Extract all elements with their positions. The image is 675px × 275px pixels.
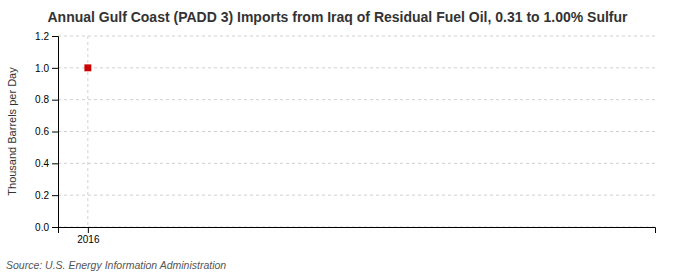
tick-label: 1.0 [35, 63, 49, 74]
grid-line [58, 195, 655, 196]
tick-mark [52, 36, 58, 37]
chart: 2016 0.0 0.2 0.4 0.6 0.8 1.0 1.2 Annual Gulf Coa… [0, 0, 675, 275]
x-axis: 2016 [59, 227, 656, 245]
tick: 2016 [77, 227, 100, 245]
tick-mark [52, 100, 58, 101]
tick-label: 0.4 [35, 158, 49, 169]
tick-mark [88, 227, 89, 233]
tick-mark [52, 68, 58, 69]
grid-line [58, 67, 655, 68]
tick-mark [52, 195, 58, 196]
grid-line [58, 36, 655, 37]
grid-line [58, 131, 655, 132]
tick-mark [52, 163, 58, 164]
tick: 0.8 [35, 94, 58, 105]
tick: 1.2 [35, 31, 58, 42]
annotation: Source: U.S. Energy Information Administ… [6, 259, 226, 271]
tick-label: 1.2 [35, 31, 49, 42]
tick-label: 0.0 [35, 222, 49, 233]
grid-line [58, 99, 655, 100]
tick: 0.2 [35, 190, 58, 201]
tick: 0.4 [35, 158, 58, 169]
y-axis-title: Thousand Barrels per Day [6, 67, 18, 196]
marks [84, 64, 91, 71]
y-axis: 0.0 0.2 0.4 0.6 0.8 1.0 1.2 [35, 31, 58, 233]
tick: 1.0 [35, 63, 58, 74]
tick-label: 0.2 [35, 190, 49, 201]
grid-line [58, 163, 655, 164]
plot-area: 2016 0.0 0.2 0.4 0.6 0.8 1.0 1.2 [35, 31, 655, 245]
tick-label: 0.8 [35, 94, 49, 105]
title: Annual Gulf Coast (PADD 3) Imports from … [47, 9, 628, 25]
point [84, 64, 91, 71]
tick: 0.6 [35, 126, 58, 137]
tick-label: 0.6 [35, 126, 49, 137]
tick: 0.0 [35, 222, 58, 233]
tick-mark [52, 227, 58, 228]
tick-label: 2016 [77, 234, 100, 245]
grid [58, 36, 655, 227]
axis-line [52, 37, 59, 228]
tick-mark [52, 132, 58, 133]
axis-line [59, 228, 656, 234]
